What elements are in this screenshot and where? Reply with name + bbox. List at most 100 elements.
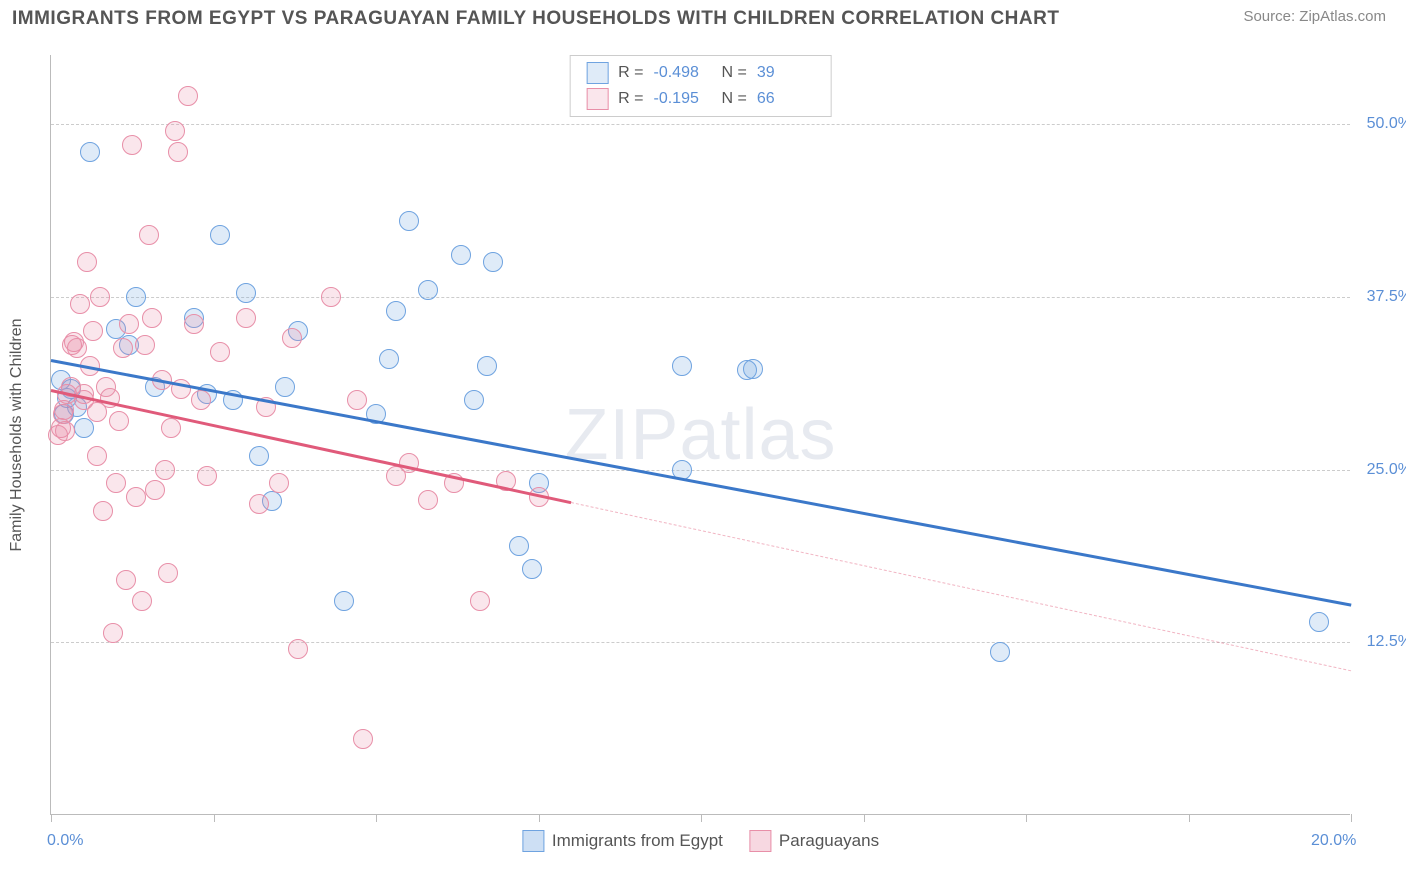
chart-source: Source: ZipAtlas.com: [1243, 8, 1386, 25]
legend-label: Immigrants from Egypt: [552, 831, 723, 851]
data-point: [418, 280, 438, 300]
legend-swatch: [749, 830, 771, 852]
gridline: [51, 470, 1350, 471]
y-tick-label: 25.0%: [1367, 461, 1406, 479]
data-point: [184, 314, 204, 334]
data-point: [74, 418, 94, 438]
y-axis-label: Family Households with Children: [8, 318, 26, 551]
data-point: [67, 338, 87, 358]
legend-r-value: -0.195: [654, 90, 712, 108]
data-point: [236, 308, 256, 328]
data-point: [321, 287, 341, 307]
data-point: [135, 335, 155, 355]
trend-line: [51, 359, 1352, 607]
data-point: [509, 536, 529, 556]
x-tick: [1026, 814, 1027, 822]
data-point: [743, 359, 763, 379]
data-point: [93, 501, 113, 521]
chart-title: IMMIGRANTS FROM EGYPT VS PARAGUAYAN FAMI…: [12, 8, 1059, 30]
y-tick-label: 37.5%: [1367, 288, 1406, 306]
data-point: [178, 86, 198, 106]
legend-swatch: [586, 62, 608, 84]
data-point: [106, 473, 126, 493]
data-point: [418, 490, 438, 510]
data-point: [477, 356, 497, 376]
y-tick-label: 50.0%: [1367, 115, 1406, 133]
data-point: [70, 294, 90, 314]
x-tick-label: 0.0%: [47, 832, 83, 850]
data-point: [142, 308, 162, 328]
legend-r-label: R =: [618, 90, 643, 108]
data-point: [249, 494, 269, 514]
data-point: [347, 390, 367, 410]
legend-item: Immigrants from Egypt: [522, 830, 723, 852]
data-point: [158, 563, 178, 583]
data-point: [522, 559, 542, 579]
data-point: [249, 446, 269, 466]
data-point: [672, 356, 692, 376]
data-point: [77, 252, 97, 272]
x-tick-label: 20.0%: [1311, 832, 1356, 850]
data-point: [55, 421, 75, 441]
data-point: [399, 211, 419, 231]
correlation-legend: R = -0.498N = 39R = -0.195N = 66: [569, 55, 832, 117]
legend-row: R = -0.195 N = 66: [570, 86, 831, 112]
x-tick: [51, 814, 52, 822]
data-point: [236, 283, 256, 303]
data-point: [282, 328, 302, 348]
x-tick: [214, 814, 215, 822]
data-point: [197, 466, 217, 486]
data-point: [116, 570, 136, 590]
x-tick: [539, 814, 540, 822]
legend-n-value: 39: [757, 64, 815, 82]
data-point: [379, 349, 399, 369]
data-point: [353, 729, 373, 749]
data-point: [109, 411, 129, 431]
gridline: [51, 124, 1350, 125]
data-point: [483, 252, 503, 272]
series-legend: Immigrants from Egypt Paraguayans: [522, 830, 879, 852]
data-point: [113, 338, 133, 358]
data-point: [139, 225, 159, 245]
x-tick: [864, 814, 865, 822]
data-point: [210, 342, 230, 362]
legend-label: Paraguayans: [779, 831, 879, 851]
data-point: [210, 225, 230, 245]
data-point: [145, 480, 165, 500]
data-point: [165, 121, 185, 141]
data-point: [1309, 612, 1329, 632]
legend-swatch: [522, 830, 544, 852]
data-point: [90, 287, 110, 307]
legend-r-label: R =: [618, 64, 643, 82]
data-point: [122, 135, 142, 155]
legend-r-value: -0.498: [654, 64, 712, 82]
chart-container: Family Households with Children ZIPatlas…: [50, 55, 1350, 815]
data-point: [451, 245, 471, 265]
legend-swatch: [586, 88, 608, 110]
data-point: [87, 446, 107, 466]
x-tick: [376, 814, 377, 822]
data-point: [168, 142, 188, 162]
data-point: [470, 591, 490, 611]
y-tick-label: 12.5%: [1367, 633, 1406, 651]
data-point: [334, 591, 354, 611]
data-point: [126, 287, 146, 307]
trend-line: [51, 389, 572, 504]
data-point: [155, 460, 175, 480]
legend-n-value: 66: [757, 90, 815, 108]
data-point: [126, 487, 146, 507]
data-point: [464, 390, 484, 410]
data-point: [191, 390, 211, 410]
data-point: [119, 314, 139, 334]
gridline: [51, 642, 1350, 643]
data-point: [161, 418, 181, 438]
legend-row: R = -0.498N = 39: [570, 60, 831, 86]
data-point: [386, 301, 406, 321]
x-tick: [1351, 814, 1352, 822]
data-point: [83, 321, 103, 341]
chart-header: IMMIGRANTS FROM EGYPT VS PARAGUAYAN FAMI…: [0, 0, 1406, 30]
data-point: [275, 377, 295, 397]
data-point: [288, 639, 308, 659]
legend-n-label: N =: [722, 90, 747, 108]
x-tick: [701, 814, 702, 822]
